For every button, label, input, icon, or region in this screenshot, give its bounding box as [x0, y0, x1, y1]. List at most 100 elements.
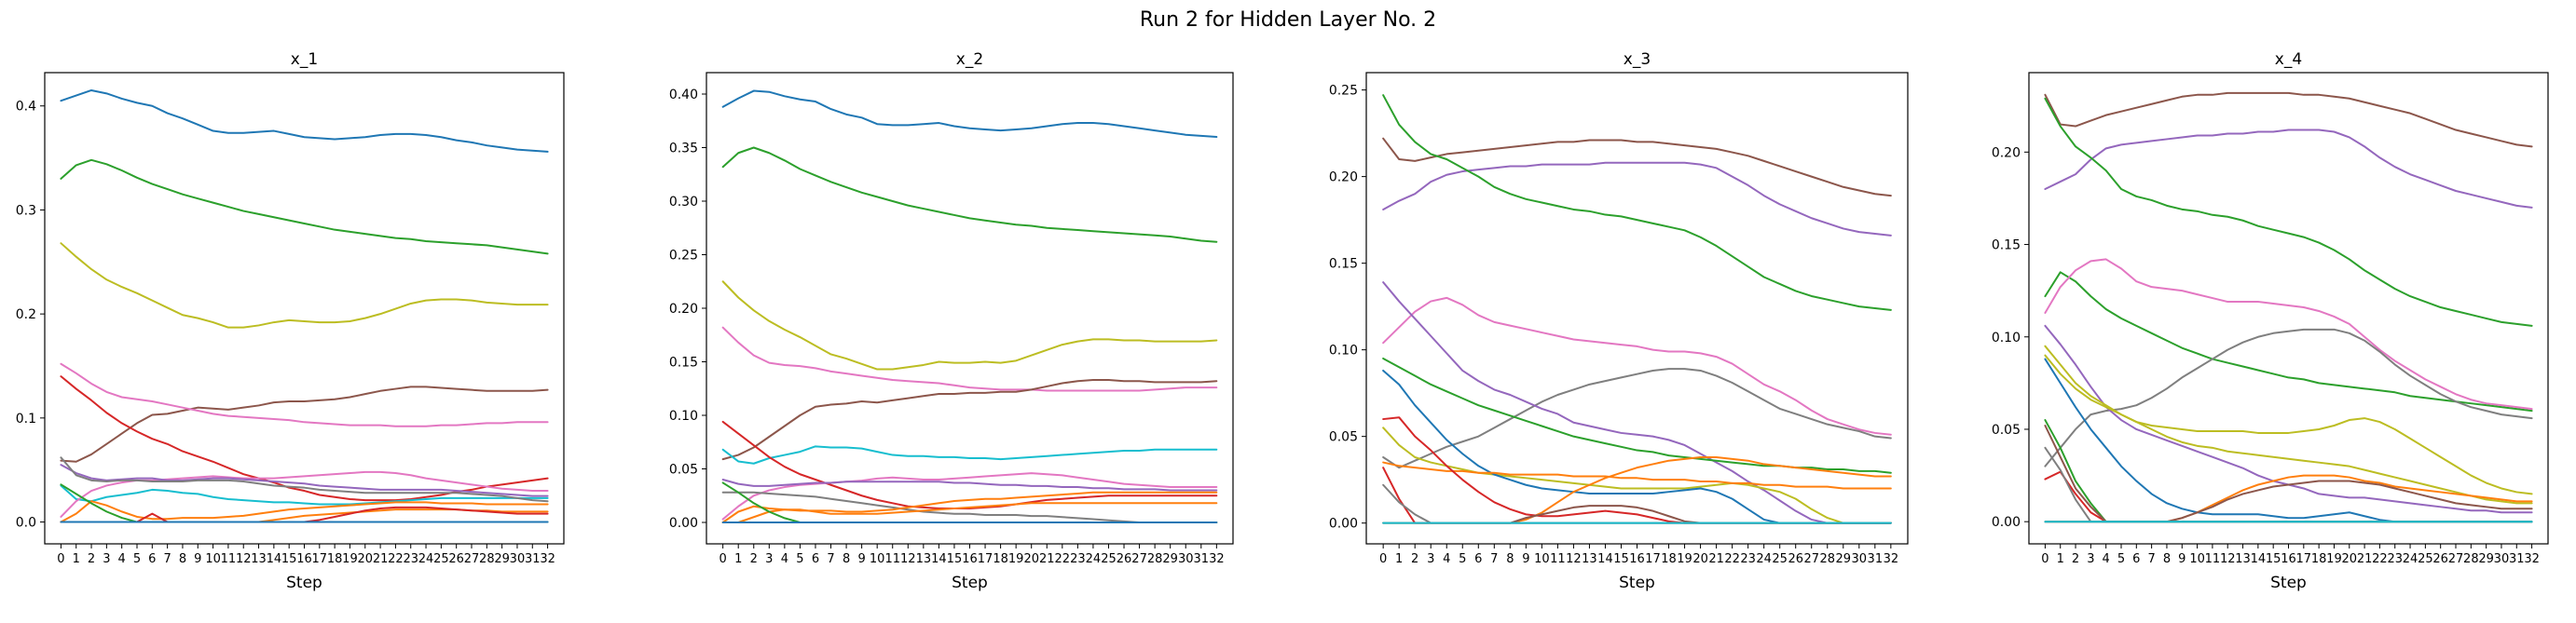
- x-tick-label: 28: [1147, 552, 1163, 566]
- x-tick-label: 31: [1194, 552, 1210, 566]
- x-tick-label: 14: [931, 552, 947, 566]
- x-tick-label: 16: [2281, 552, 2296, 566]
- x-tick-label: 17: [978, 552, 993, 566]
- y-tick-label: 0.10: [1329, 344, 1358, 359]
- series-line-4: [721, 326, 1218, 392]
- series-line-3: [60, 242, 549, 329]
- x-tick-label: 20: [2342, 552, 2358, 566]
- axes-frame: [1365, 72, 1909, 545]
- x-tick-label: 27: [1131, 552, 1147, 566]
- x-tick-label: 7: [827, 552, 834, 566]
- y-tick-label: 0.25: [1329, 84, 1358, 99]
- x-tick-label: 11: [2205, 552, 2221, 566]
- x-tick-label: 8: [843, 552, 850, 566]
- x-tick-label: 21: [373, 552, 389, 566]
- x-tick-label: 29: [2478, 552, 2494, 566]
- x-axis-label: Step: [2270, 574, 2307, 592]
- x-tick-label: 0: [719, 552, 727, 566]
- x-tick-label: 17: [1645, 552, 1661, 566]
- x-tick-label: 19: [1008, 552, 1024, 566]
- x-tick-label: 27: [464, 552, 480, 566]
- x-tick-label: 4: [1443, 552, 1450, 566]
- y-tick-label: 0.3: [16, 203, 36, 218]
- x-tick-label: 32: [540, 552, 555, 566]
- axes-frame: [44, 72, 565, 545]
- y-tick-label: 0.00: [1329, 517, 1358, 532]
- series-line-8: [2044, 345, 2533, 495]
- x-tick-label: 14: [2251, 552, 2267, 566]
- y-tick-label: 0.20: [1992, 145, 2021, 160]
- chart-title: x_3: [1624, 50, 1651, 69]
- x-tick-label: 0: [57, 552, 64, 566]
- y-tick-label: 0.05: [1992, 423, 2021, 438]
- series-line-6: [60, 375, 549, 502]
- x-axis-label: Step: [1619, 574, 1655, 592]
- x-tick-label: 11: [1550, 552, 1566, 566]
- series-line-15: [2044, 425, 2533, 523]
- series-line-6: [2044, 328, 2533, 467]
- x-tick-label: 9: [857, 552, 865, 566]
- x-tick-label: 19: [1677, 552, 1692, 566]
- x-tick-label: 16: [1629, 552, 1645, 566]
- x-tick-label: 11: [884, 552, 900, 566]
- x-tick-label: 23: [1070, 552, 1086, 566]
- x-tick-label: 15: [947, 552, 963, 566]
- x-tick-label: 15: [2266, 552, 2281, 566]
- x-tick-label: 22: [388, 552, 404, 566]
- x-tick-label: 4: [781, 552, 788, 566]
- series-line-5: [721, 379, 1218, 461]
- x-tick-label: 18: [1661, 552, 1677, 566]
- y-tick-label: 0.00: [669, 516, 698, 531]
- x-tick-label: 23: [403, 552, 418, 566]
- series-line-9: [60, 464, 549, 497]
- series-line-11: [1382, 461, 1892, 490]
- chart-3: x_30 1 2 3 4 5 6 7 8 9 10 11 12 13 14 15 16 17 18 19 20 21 22 2…: [1329, 50, 1909, 592]
- x-tick-label: 8: [1506, 552, 1514, 566]
- x-tick-label: 12: [1566, 552, 1582, 566]
- series-line-8: [721, 472, 1218, 521]
- series-line-2: [2044, 129, 2533, 209]
- x-tick-label: 13: [251, 552, 267, 566]
- x-tick-label: 31: [525, 552, 541, 566]
- x-tick-label: 20: [358, 552, 374, 566]
- x-tick-label: 14: [1597, 552, 1613, 566]
- series-line-2: [1382, 161, 1892, 237]
- x-tick-label: 29: [1162, 552, 1178, 566]
- x-tick-label: 25: [433, 552, 449, 566]
- x-tick-label: 31: [1868, 552, 1884, 566]
- x-tick-label: 25: [1101, 552, 1117, 566]
- x-tick-label: 6: [812, 552, 819, 566]
- x-tick-label: 0: [2041, 552, 2048, 566]
- series-line-13: [60, 506, 549, 523]
- x-tick-label: 30: [2494, 552, 2510, 566]
- x-tick-label: 23: [1740, 552, 1756, 566]
- series-line-10: [60, 456, 549, 503]
- x-tick-label: 15: [281, 552, 297, 566]
- x-tick-label: 2: [88, 552, 95, 566]
- x-tick-label: 20: [1692, 552, 1708, 566]
- x-tick-label: 21: [1039, 552, 1055, 566]
- x-tick-label: 2: [2072, 552, 2079, 566]
- chart-2: x_20 1 2 3 4 5 6 7 8 9 10 11 12 13 14 15 16 17 18 19 20 21 22 2…: [669, 50, 1234, 592]
- x-tick-label: 7: [1490, 552, 1498, 566]
- series-line-10: [2044, 358, 2533, 523]
- y-tick-label: 0.25: [669, 249, 698, 264]
- x-tick-label: 29: [494, 552, 510, 566]
- series-line-9: [2044, 354, 2533, 505]
- x-tick-label: 32: [1209, 552, 1225, 566]
- y-tick-label: 0.15: [669, 356, 698, 371]
- x-tick-label: 7: [163, 552, 171, 566]
- x-tick-label: 24: [418, 552, 434, 566]
- series-line-5: [2044, 258, 2533, 411]
- x-tick-label: 22: [1724, 552, 1740, 566]
- series-line-4: [1382, 296, 1892, 436]
- x-tick-label: 27: [2448, 552, 2464, 566]
- series-line-7: [1382, 357, 1892, 474]
- series-line-1: [721, 89, 1218, 138]
- series-line-6: [721, 445, 1218, 465]
- series-line-12: [721, 502, 1218, 523]
- series-line-5: [1382, 368, 1892, 469]
- series-line-11: [60, 500, 549, 523]
- axes-frame: [706, 72, 1234, 545]
- x-tick-label: 30: [1178, 552, 1194, 566]
